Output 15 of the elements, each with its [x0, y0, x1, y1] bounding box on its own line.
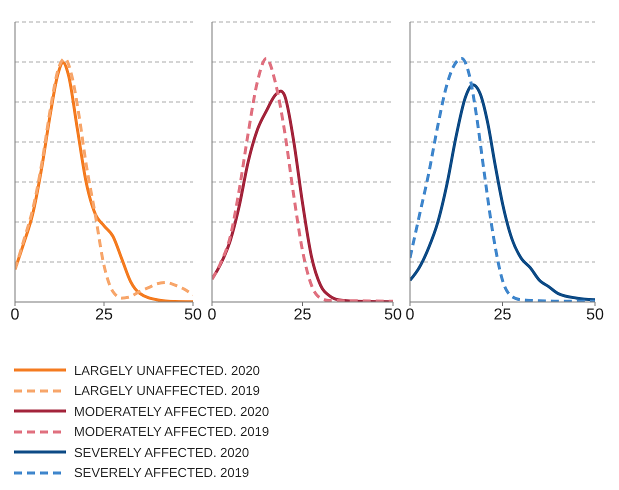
x-tick-label: 25 [294, 306, 312, 324]
legend-label: SEVERELY AFFECTED. 2019 [74, 465, 250, 480]
legend-label: MODERATELY AFFECTED. 2019 [74, 424, 270, 440]
legend-label: LARGELY UNAFFECTED. 2020 [74, 362, 260, 378]
x-tick-label: 0 [208, 306, 217, 324]
x-tick-label: 25 [95, 306, 113, 324]
x-tick-label: 0 [10, 306, 20, 324]
x-tick-label: 0 [406, 306, 415, 324]
x-tick-label: 50 [586, 306, 604, 324]
legend-label: LARGELY UNAFFECTED. 2019 [74, 383, 260, 398]
x-tick-label: 25 [494, 306, 512, 324]
legend-label: SEVERELY AFFECTED. 2020 [74, 444, 250, 460]
legend-label: MODERATELY AFFECTED. 2020 [74, 404, 270, 419]
x-tick-label: 50 [184, 306, 202, 324]
x-tick-label: 50 [384, 306, 402, 324]
